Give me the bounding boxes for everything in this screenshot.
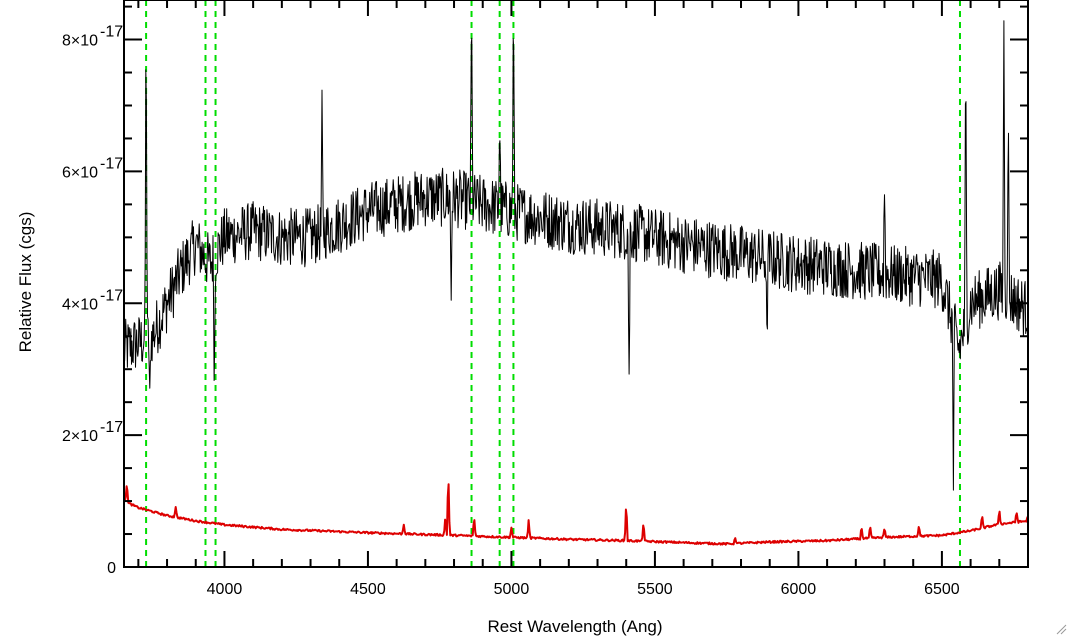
y-tick-label: 6×10 (62, 164, 98, 181)
x-tick-label: 5000 (494, 581, 530, 598)
x-tick-label: 4500 (350, 581, 386, 598)
x-axis-title: Rest Wavelength (Ang) (487, 617, 662, 636)
y-tick-exponent: -17 (100, 24, 123, 41)
axes: 4000 4500 5000 5500 6000 650002×10-174×10-176… (62, 0, 1029, 598)
y-axis-title: Relative Flux (cgs) (16, 212, 35, 353)
x-tick-label: 6000 (781, 581, 817, 598)
x-tick-label: 5500 (637, 581, 673, 598)
resize-grip-icon[interactable] (1055, 623, 1067, 635)
x-tick-label: 4000 (207, 581, 243, 598)
y-tick-exponent: -17 (100, 287, 123, 304)
series-line-1 (123, 483, 1029, 546)
plot-frame (123, 0, 1029, 568)
y-tick-exponent: -17 (100, 155, 123, 172)
y-tick-exponent: -17 (100, 419, 123, 436)
series-line-0 (123, 20, 1029, 491)
y-tick-label: 2×10 (62, 428, 98, 445)
y-tick-label: 8×10 (62, 33, 98, 50)
x-tick-label: 6500 (924, 581, 960, 598)
y-tick-label: 0 (107, 560, 116, 577)
y-tick-label: 4×10 (62, 296, 98, 313)
plot-area (123, 0, 1029, 567)
